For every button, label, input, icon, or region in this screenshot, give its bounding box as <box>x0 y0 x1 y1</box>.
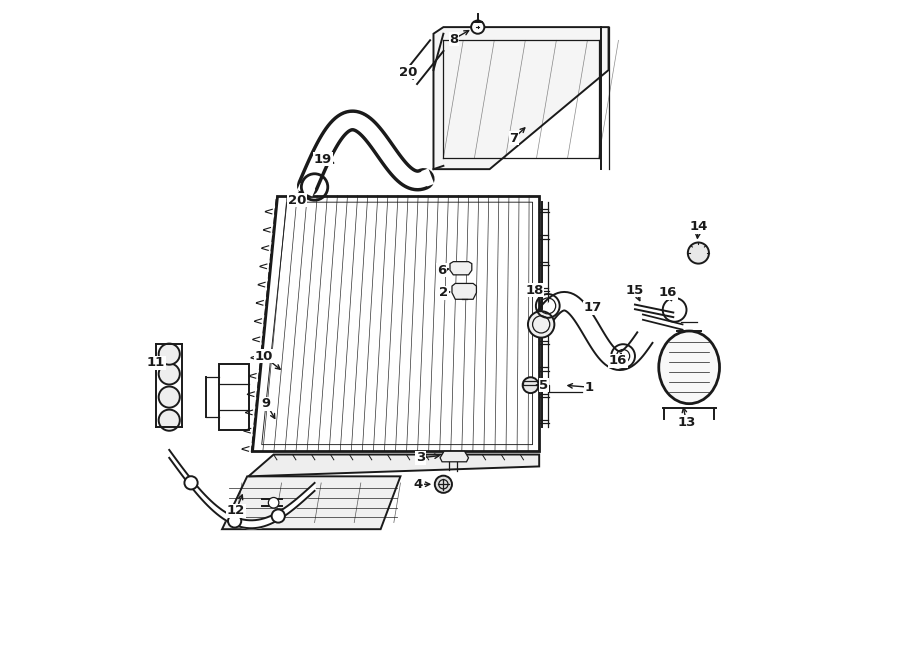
Circle shape <box>272 510 284 522</box>
Text: 19: 19 <box>314 153 332 166</box>
Polygon shape <box>222 477 400 529</box>
Polygon shape <box>252 195 539 451</box>
Circle shape <box>158 344 180 365</box>
Circle shape <box>528 311 554 338</box>
Polygon shape <box>452 283 476 299</box>
Circle shape <box>523 377 538 393</box>
Circle shape <box>158 410 180 431</box>
Text: 10: 10 <box>255 350 273 363</box>
Polygon shape <box>248 455 539 477</box>
Text: 9: 9 <box>262 397 271 410</box>
Text: 18: 18 <box>526 283 544 297</box>
Circle shape <box>688 242 709 263</box>
Text: 14: 14 <box>689 220 707 233</box>
Text: 12: 12 <box>227 504 245 517</box>
Circle shape <box>471 21 484 34</box>
Circle shape <box>184 476 198 489</box>
Text: 8: 8 <box>449 32 459 46</box>
Polygon shape <box>434 27 608 169</box>
Text: 3: 3 <box>416 451 425 464</box>
Text: 16: 16 <box>659 286 677 299</box>
Text: 11: 11 <box>147 356 166 369</box>
Text: 17: 17 <box>583 301 602 314</box>
Polygon shape <box>440 451 469 462</box>
Ellipse shape <box>659 331 719 404</box>
Text: 2: 2 <box>439 286 448 299</box>
Circle shape <box>268 497 279 508</box>
Text: 1: 1 <box>584 381 593 394</box>
Text: 16: 16 <box>608 354 627 367</box>
Text: 4: 4 <box>414 478 423 491</box>
Text: 20: 20 <box>400 66 418 79</box>
Text: 5: 5 <box>539 379 548 392</box>
Circle shape <box>228 514 241 528</box>
Polygon shape <box>450 261 472 275</box>
Circle shape <box>158 387 180 408</box>
Text: 15: 15 <box>626 283 644 297</box>
Circle shape <box>435 476 452 493</box>
Text: 6: 6 <box>436 263 446 277</box>
Text: 13: 13 <box>678 416 696 429</box>
Circle shape <box>158 363 180 385</box>
Text: 20: 20 <box>288 194 306 207</box>
Text: 7: 7 <box>509 132 518 144</box>
